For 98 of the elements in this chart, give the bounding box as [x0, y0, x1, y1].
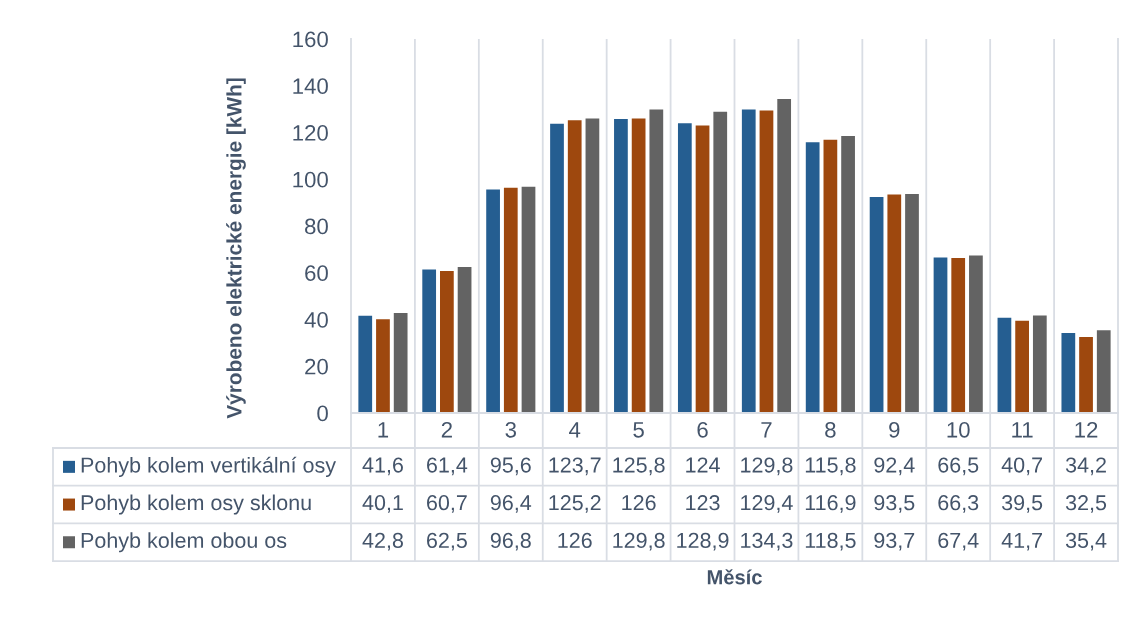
- data-label: 61,4: [427, 457, 468, 476]
- bar: [741, 109, 756, 413]
- bar: [777, 99, 792, 413]
- data-label: 60,7: [427, 495, 467, 513]
- bar: [567, 120, 582, 413]
- data-label: 92,4: [874, 457, 915, 476]
- bar: [457, 266, 472, 413]
- bar: [358, 315, 373, 413]
- bar: [503, 187, 518, 413]
- data-label: 129,8: [613, 532, 665, 551]
- bar: [550, 123, 564, 413]
- data-label: 39,5: [1002, 495, 1043, 513]
- y-tick-label: 40: [304, 312, 328, 328]
- data-label: 66,5: [938, 457, 979, 476]
- x-tick-label: 6: [697, 421, 708, 438]
- data-label: 134,3: [741, 532, 793, 551]
- data-label: 34,2: [1065, 457, 1106, 476]
- y-tick-label: 80: [305, 218, 328, 235]
- bar: [887, 194, 902, 413]
- x-tick-label: 4: [569, 422, 581, 438]
- y-tick-label: 20: [305, 358, 328, 375]
- data-label: 93,5: [874, 495, 915, 513]
- bar: [486, 189, 500, 413]
- bar: [393, 312, 408, 413]
- x-tick-label: 9: [889, 421, 900, 438]
- data-label: 67,4: [938, 532, 979, 551]
- bar: [614, 118, 628, 413]
- bar: [585, 118, 600, 413]
- data-label: 128,9: [677, 532, 729, 551]
- bar: [823, 139, 838, 413]
- bar: [759, 110, 774, 413]
- y-tick-label: 140: [293, 78, 328, 95]
- data-label: 129,8: [741, 457, 793, 476]
- x-tick-label: 5: [633, 422, 644, 438]
- y-tick-label: 120: [293, 125, 328, 141]
- data-label: 35,4: [1065, 532, 1107, 551]
- data-label: 42,8: [362, 532, 403, 551]
- data-label: 126: [558, 532, 592, 549]
- bar: [951, 258, 966, 413]
- data-label: 115,8: [805, 457, 856, 476]
- bar: [933, 257, 948, 413]
- data-label: 93,7: [874, 532, 915, 551]
- bar: [521, 186, 536, 413]
- bar: [805, 142, 820, 413]
- data-label: 32,5: [1065, 495, 1107, 513]
- data-label: 118,5: [805, 532, 856, 551]
- data-label: 40,1: [362, 495, 403, 513]
- data-label: 124: [686, 457, 720, 473]
- y-tick-label: 0: [317, 405, 328, 422]
- bar: [969, 255, 983, 413]
- legend-label: Pohyb kolem obou os: [81, 532, 287, 553]
- legend-label: Pohyb kolem vertikální osy: [81, 456, 337, 478]
- x-tick-label: 11: [1012, 422, 1033, 438]
- y-axis-title: Výrobeno elektrické energie [kWh]: [226, 78, 246, 419]
- text: Měsíc: [707, 569, 762, 585]
- data-label: 40,7: [1001, 457, 1042, 476]
- x-tick-label: 1: [378, 422, 389, 438]
- bar: [422, 269, 437, 413]
- data-label: 125,8: [613, 457, 665, 476]
- x-tick-label: 12: [1075, 421, 1098, 438]
- x-tick-label: 2: [441, 421, 452, 438]
- bar: [713, 111, 728, 413]
- x-tick-label: 8: [825, 421, 836, 438]
- bar: [905, 193, 919, 413]
- bar: [677, 123, 692, 413]
- x-tick-label: 7: [761, 422, 772, 438]
- bar: [841, 136, 855, 413]
- data-label: 125,2: [549, 495, 601, 513]
- bar: [1079, 337, 1093, 413]
- data-label: 96,4: [490, 495, 532, 513]
- data-label: 62,5: [427, 532, 467, 551]
- bar: [1061, 333, 1076, 413]
- bar: [1015, 320, 1029, 413]
- data-label: 129,4: [741, 495, 793, 513]
- data-label: 41,6: [362, 457, 403, 476]
- data-label: 116,9: [805, 495, 856, 513]
- bar: [440, 271, 454, 413]
- data-label: 123,7: [549, 457, 601, 476]
- x-tick-label: 10: [947, 421, 970, 438]
- bar: [1096, 330, 1111, 413]
- data-label: 95,6: [490, 457, 531, 476]
- y-tick-label: 100: [293, 171, 328, 188]
- data-label: 126: [622, 495, 656, 511]
- y-tick-label: 160: [293, 31, 328, 48]
- data-label: 66,3: [938, 495, 979, 513]
- bar: [997, 317, 1012, 413]
- x-tick-label: 3: [505, 421, 516, 438]
- bar: [649, 109, 664, 413]
- legend-label: Pohyb kolem osy sklonu: [81, 494, 311, 515]
- bar: [695, 125, 710, 413]
- y-tick-label: 60: [305, 265, 328, 282]
- bar: [631, 118, 646, 413]
- data-label: 96,8: [490, 532, 531, 551]
- bar: [376, 319, 390, 413]
- data-label: 41,7: [1001, 533, 1042, 551]
- data-label: 123: [686, 495, 720, 511]
- bar: [869, 197, 884, 413]
- bar: [1032, 315, 1047, 413]
